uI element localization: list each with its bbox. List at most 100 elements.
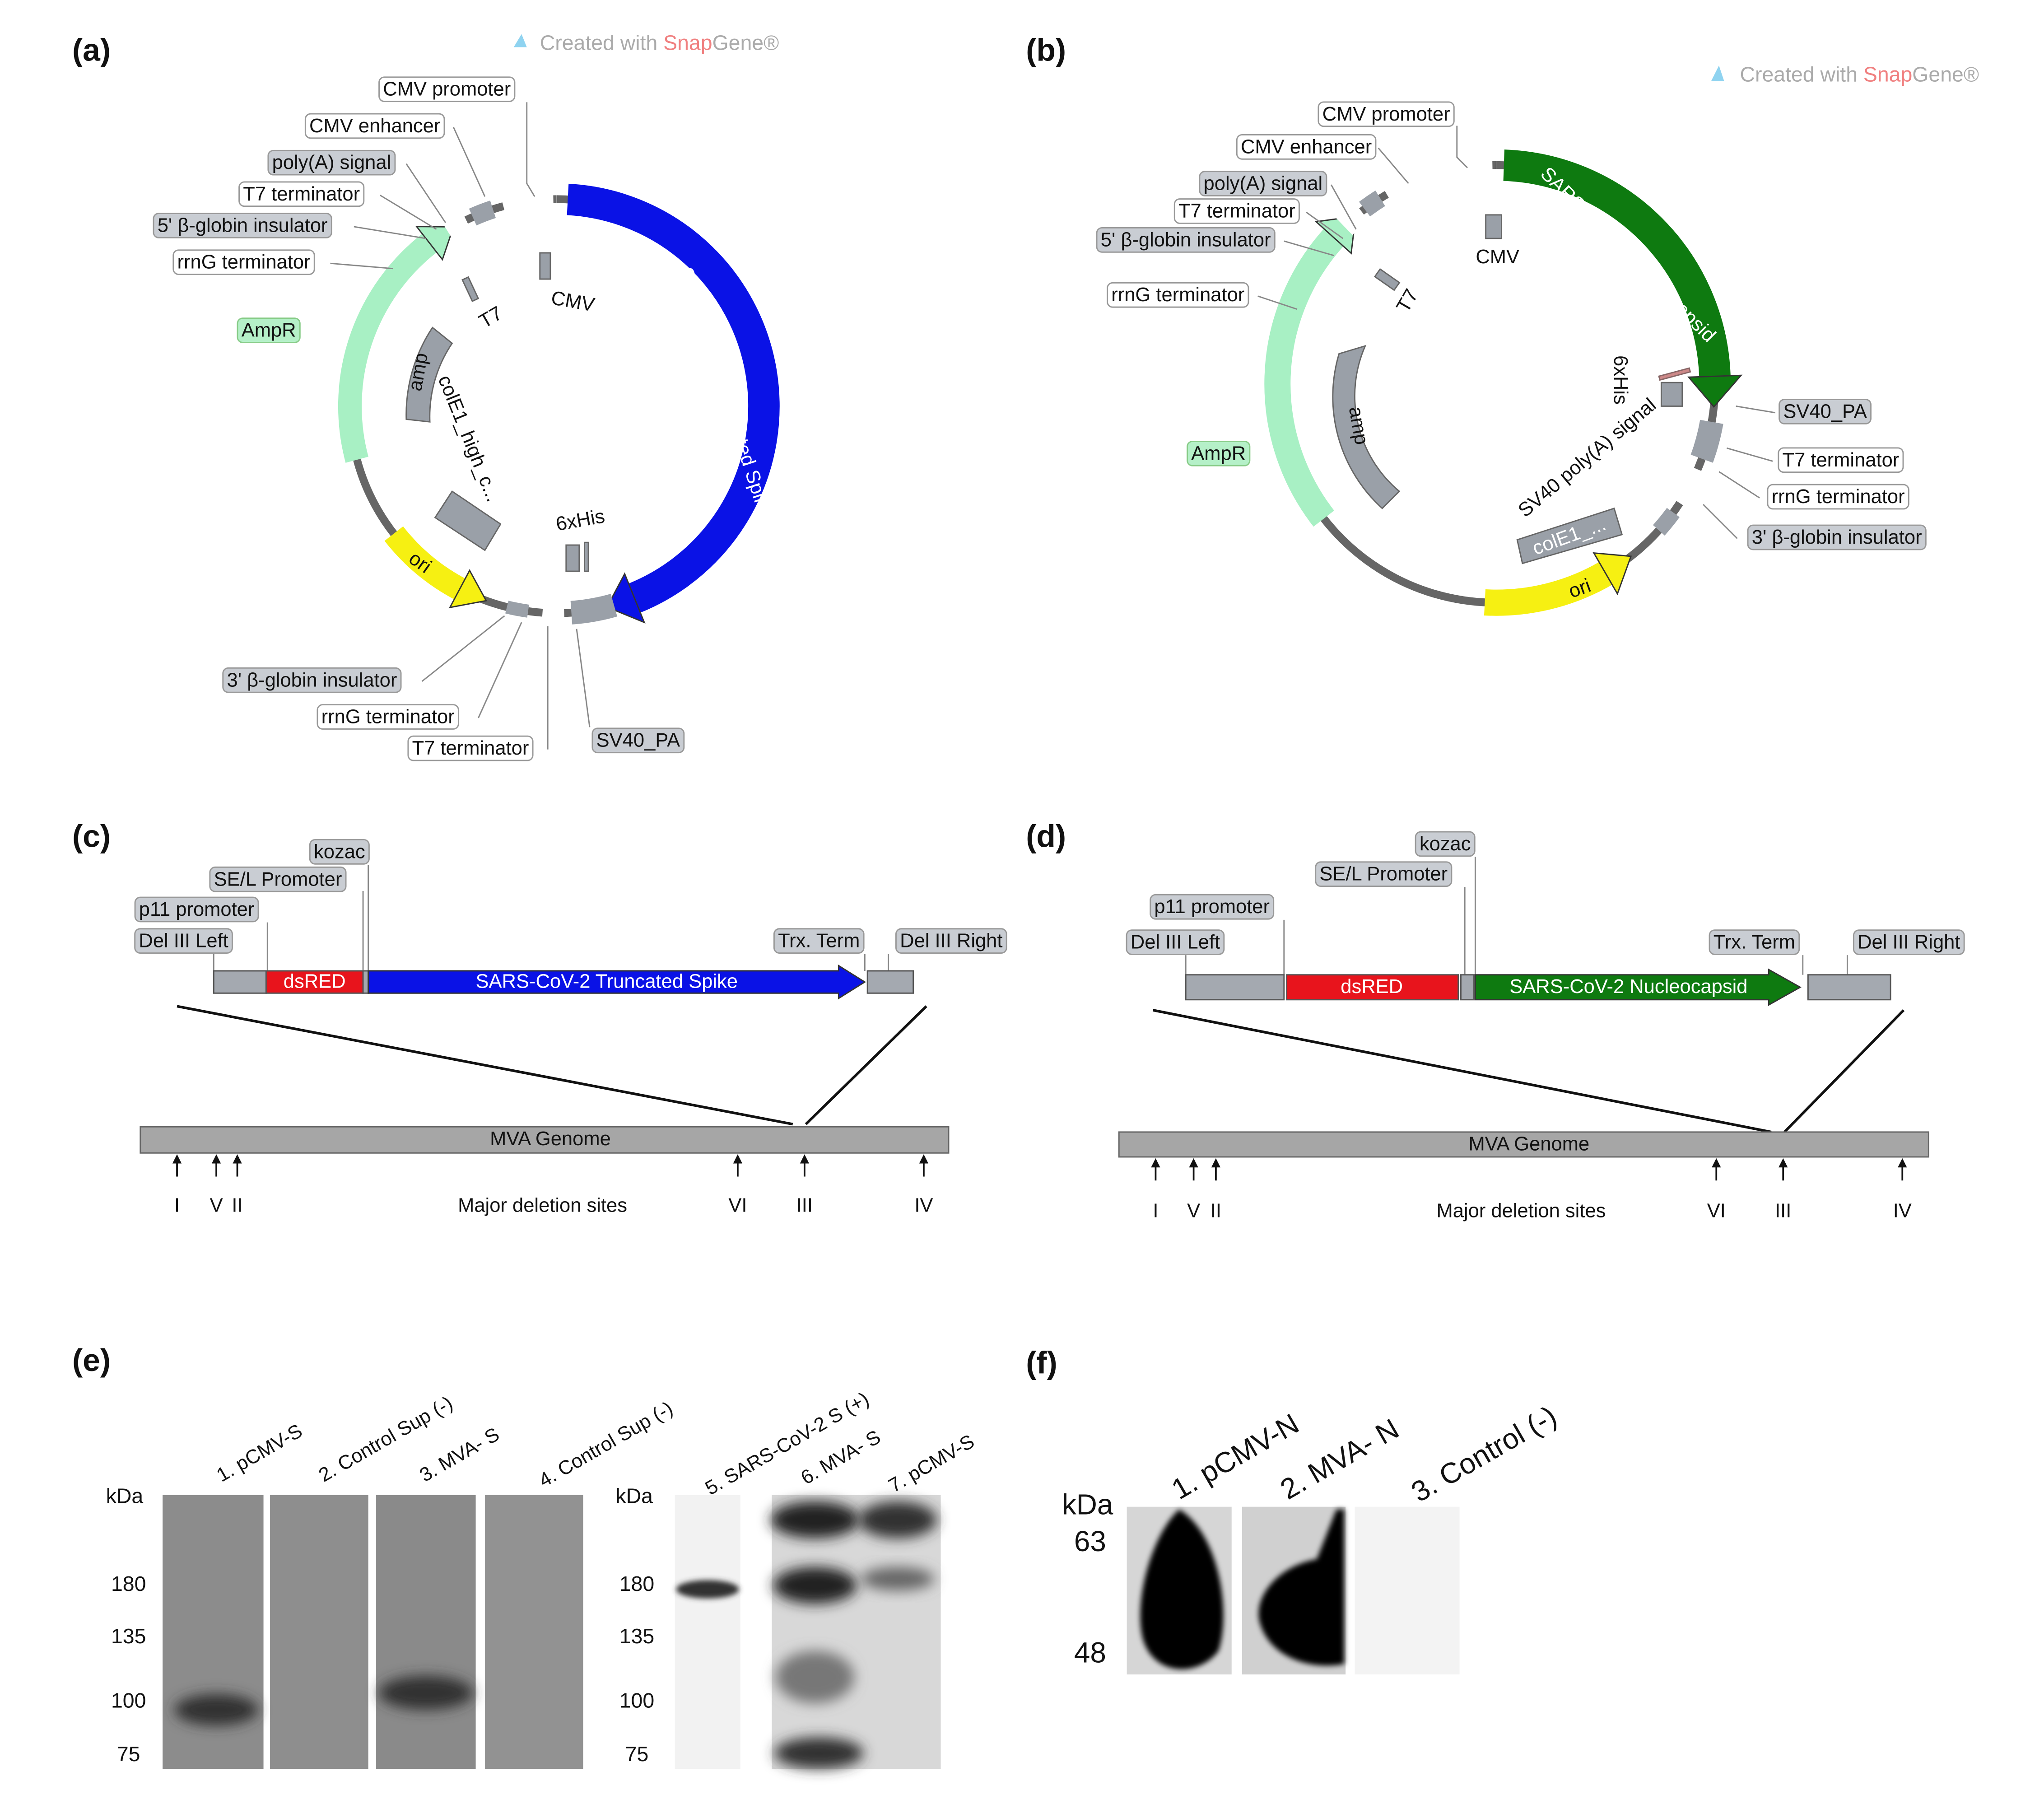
leader bbox=[478, 622, 522, 718]
map-label: 6xHis bbox=[554, 505, 606, 535]
marker-label: 100 bbox=[619, 1688, 654, 1712]
feature-block bbox=[1460, 974, 1475, 1001]
arrow-head bbox=[172, 1154, 182, 1164]
marker-label: 75 bbox=[625, 1742, 649, 1766]
feature-callout: 5' β-globin insulator bbox=[158, 214, 328, 236]
callout-box bbox=[1199, 171, 1327, 196]
feature-arc bbox=[338, 233, 437, 463]
feature-callout: p11 promoter bbox=[1154, 896, 1270, 918]
blot-band bbox=[774, 1737, 864, 1769]
blot-lane bbox=[163, 1495, 264, 1769]
feature-callout: Del III Right bbox=[1858, 932, 1960, 953]
callout-box bbox=[267, 149, 396, 176]
feature-arc bbox=[1380, 152, 1493, 206]
site-label: IV bbox=[1893, 1200, 1912, 1222]
feature-block bbox=[539, 252, 551, 280]
site-label: I bbox=[1153, 1200, 1158, 1222]
panel-label: (f) bbox=[1026, 1345, 1057, 1380]
callout-box bbox=[1709, 929, 1800, 955]
feature-arc bbox=[1484, 562, 1612, 616]
feature-callout: kozac bbox=[314, 841, 365, 863]
feature-block bbox=[1807, 974, 1891, 1001]
marker-label: 63 bbox=[1074, 1525, 1106, 1557]
segment-label: SARS-CoV-2 Nucleocapsid bbox=[1509, 976, 1747, 998]
feature-callout: Del III Left bbox=[1131, 932, 1220, 953]
segment-label: SARS-CoV-2 Truncated Spike bbox=[475, 971, 738, 993]
arrow-head bbox=[919, 1154, 929, 1164]
genome-label: MVA Genome bbox=[1469, 1133, 1590, 1155]
callout-box bbox=[591, 727, 685, 754]
feature-callout: Del III Left bbox=[139, 930, 228, 952]
feature-callout: CMV promoter bbox=[1322, 103, 1450, 125]
callout-box bbox=[209, 866, 347, 892]
leader bbox=[1736, 406, 1776, 414]
feature-callout: SE/L Promoter bbox=[1319, 863, 1448, 885]
site-label: II bbox=[1211, 1200, 1221, 1222]
feature-callout: SE/L Promoter bbox=[214, 868, 342, 890]
feature-block bbox=[583, 541, 589, 572]
panel-f: (f) 1. pCMV-N 2. MVA- N 3. Control (-) k… bbox=[1026, 1345, 1562, 1675]
plasmid-map bbox=[1264, 149, 1743, 616]
segment-label: dsRED bbox=[284, 971, 346, 993]
callout-box bbox=[237, 317, 301, 343]
feature-callout: p11 promoter bbox=[139, 899, 255, 920]
feature-callout: 5' β-globin insulator bbox=[1101, 229, 1271, 251]
callout-box bbox=[1315, 861, 1453, 887]
arrow-head bbox=[800, 1154, 810, 1164]
arrow-head bbox=[1898, 1158, 1907, 1168]
lane-label: 1. pCMV-S bbox=[213, 1420, 306, 1487]
sites-caption: Major deletion sites bbox=[1437, 1200, 1606, 1222]
callout-box bbox=[1107, 282, 1249, 308]
unit-label: kDa bbox=[1062, 1488, 1113, 1521]
leader bbox=[1718, 471, 1760, 499]
arrow-head bbox=[448, 569, 487, 609]
feature-callout: poly(A) signal bbox=[1204, 173, 1323, 195]
map-label: CMV bbox=[549, 287, 596, 316]
callout-box bbox=[222, 667, 402, 693]
site-label: III bbox=[1775, 1200, 1791, 1222]
arrow-head bbox=[1592, 552, 1632, 596]
site-label: V bbox=[1187, 1200, 1200, 1222]
zoom-line bbox=[1783, 1009, 1905, 1133]
map-label: T7 bbox=[1392, 285, 1423, 316]
panel-d: (d) kozac SE/L Promoter p11 promoter Del… bbox=[1026, 818, 1965, 1222]
marker-label: 180 bbox=[619, 1572, 654, 1595]
blot-band bbox=[858, 1501, 937, 1539]
lane-label: 3. Control (-) bbox=[1406, 1399, 1562, 1508]
watermark-brand: Snap bbox=[1863, 63, 1912, 86]
feature-callout: rrnG terminator bbox=[321, 706, 455, 727]
marker-label: 180 bbox=[111, 1572, 146, 1595]
leader bbox=[452, 126, 486, 197]
arrow-head bbox=[1687, 374, 1743, 408]
site-label: I bbox=[174, 1195, 180, 1217]
feature-callout: AmpR bbox=[1191, 443, 1246, 464]
site-label: V bbox=[210, 1195, 223, 1217]
segment-label: dsRED bbox=[1341, 976, 1403, 998]
leader bbox=[526, 102, 535, 197]
arrow-head bbox=[1779, 1158, 1788, 1168]
feature-arrow bbox=[368, 964, 866, 1000]
callout-box bbox=[1236, 134, 1377, 160]
callout-box bbox=[1779, 399, 1872, 424]
feature-callout: T7 terminator bbox=[1783, 449, 1900, 471]
site-label: IV bbox=[914, 1195, 933, 1217]
feature-callout: CMV enhancer bbox=[309, 115, 440, 137]
callout-box bbox=[1126, 929, 1225, 955]
panel-e: (e) 1. pCMV-S 2. Control Sup (-) 3. MVA-… bbox=[72, 1343, 978, 1769]
feature-callout: T7 terminator bbox=[243, 183, 360, 205]
arrow-head bbox=[606, 572, 646, 624]
marker-label: 100 bbox=[111, 1688, 146, 1712]
blot-band bbox=[676, 1580, 739, 1599]
marker-label: 135 bbox=[619, 1624, 654, 1648]
feature-block bbox=[213, 970, 267, 994]
leader bbox=[421, 615, 505, 682]
arrow-head bbox=[211, 1154, 221, 1164]
callout-box bbox=[895, 928, 1007, 954]
map-label: CMV bbox=[1476, 246, 1519, 268]
leader bbox=[380, 195, 437, 230]
blot-band bbox=[861, 1567, 935, 1591]
feature-arc bbox=[469, 200, 496, 226]
genome-label: MVA Genome bbox=[490, 1128, 611, 1150]
panel-label: (d) bbox=[1026, 818, 1066, 853]
